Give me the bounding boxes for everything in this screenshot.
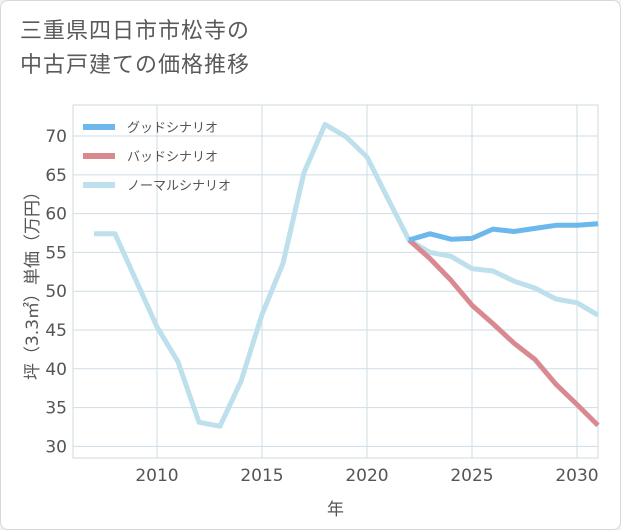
series-line-2	[94, 121, 600, 429]
legend-label: グッドシナリオ	[127, 121, 218, 136]
grid-lines	[73, 105, 598, 458]
x-tick-label: 2030	[555, 466, 598, 486]
x-tick-label: 2010	[135, 466, 178, 486]
chart-title: 三重県四日市市松寺の 中古戸建ての価格推移	[20, 15, 250, 83]
y-axis-ticks: 30 35 40 45 50 55 60 65 70	[45, 127, 67, 457]
chart-title-line-2: 中古戸建ての価格推移	[20, 53, 251, 78]
y-tick-label: 40	[45, 360, 67, 380]
x-axis-label: 年	[327, 500, 344, 520]
y-tick-label: 60	[45, 205, 67, 225]
series-lines	[94, 121, 600, 429]
legend-label: ノーマルシナリオ	[127, 179, 231, 194]
chart-title-line-1: 三重県四日市市松寺の	[20, 19, 251, 44]
legend-label: バッドシナリオ	[127, 150, 218, 165]
series-line-1	[407, 238, 600, 428]
y-tick-label: 35	[45, 399, 67, 419]
y-tick-label: 65	[45, 166, 67, 186]
y-tick-label: 50	[45, 282, 67, 302]
series-line-0	[408, 221, 599, 243]
x-tick-label: 2020	[345, 466, 388, 486]
x-axis-ticks: 2010 2015 2020 2025 2030	[135, 466, 598, 486]
y-tick-label: 30	[45, 437, 67, 457]
y-axis-label: 坪（3.3㎡）単価（万円）	[23, 183, 43, 380]
y-tick-label: 70	[45, 127, 67, 147]
x-tick-label: 2015	[240, 466, 283, 486]
y-tick-label: 55	[45, 243, 67, 263]
x-tick-label: 2025	[450, 466, 493, 486]
y-tick-label: 45	[45, 321, 67, 341]
